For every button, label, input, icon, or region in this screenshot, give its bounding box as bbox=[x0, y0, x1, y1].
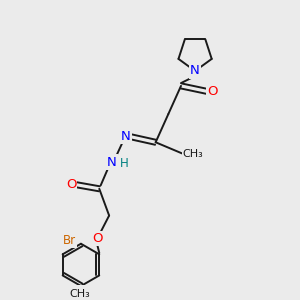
Text: O: O bbox=[66, 178, 76, 191]
Text: N: N bbox=[121, 130, 131, 143]
Text: O: O bbox=[93, 232, 103, 244]
Text: N: N bbox=[190, 64, 200, 77]
Text: CH₃: CH₃ bbox=[183, 148, 203, 159]
Text: CH₃: CH₃ bbox=[69, 289, 90, 299]
Text: H: H bbox=[120, 157, 129, 170]
Text: O: O bbox=[207, 85, 217, 98]
Text: N: N bbox=[107, 155, 117, 169]
Text: Br: Br bbox=[63, 234, 76, 247]
